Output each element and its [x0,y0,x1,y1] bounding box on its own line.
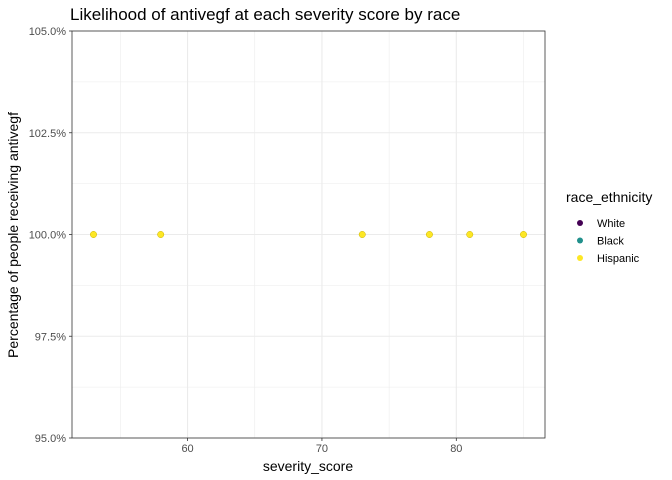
legend-title: race_ethnicity [566,189,652,205]
legend-key-black [577,237,583,244]
y-axis-title: Percentage of people receiving antivegf [5,112,21,358]
legend: race_ethnicity White Black Hispanic [566,189,652,265]
y-tick-label: 97.5% [35,331,66,343]
chart-title: Likelihood of antivegf at each severity … [70,5,460,24]
legend-label-black: Black [597,236,624,248]
data-point-hispanic [425,231,433,238]
legend-entries: White Black Hispanic [577,218,640,265]
legend-label-hispanic: Hispanic [597,253,640,265]
y-axis-ticks: 95.0% 97.5% 100.0% 102.5% 105.0% [29,26,72,445]
data-point-hispanic [90,231,97,238]
data-point-hispanic [157,231,165,238]
data-point-hispanic [358,231,366,238]
y-tick-label: 102.5% [29,128,67,140]
x-tick-label: 70 [316,443,328,455]
plot-area [71,30,546,439]
data-point-hispanic [520,231,527,238]
legend-label-white: White [597,218,625,230]
y-tick-label: 105.0% [29,26,67,38]
y-tick-label: 100.0% [29,230,67,242]
x-axis-ticks: 60 70 80 [181,438,462,455]
x-axis-title: severity_score [263,458,353,474]
y-tick-label: 95.0% [35,433,66,445]
data-point-hispanic [466,231,474,238]
data-points [90,231,527,238]
x-tick-label: 60 [181,443,193,455]
legend-key-white [577,220,583,226]
legend-key-hispanic [577,255,583,261]
x-tick-label: 80 [450,443,462,455]
